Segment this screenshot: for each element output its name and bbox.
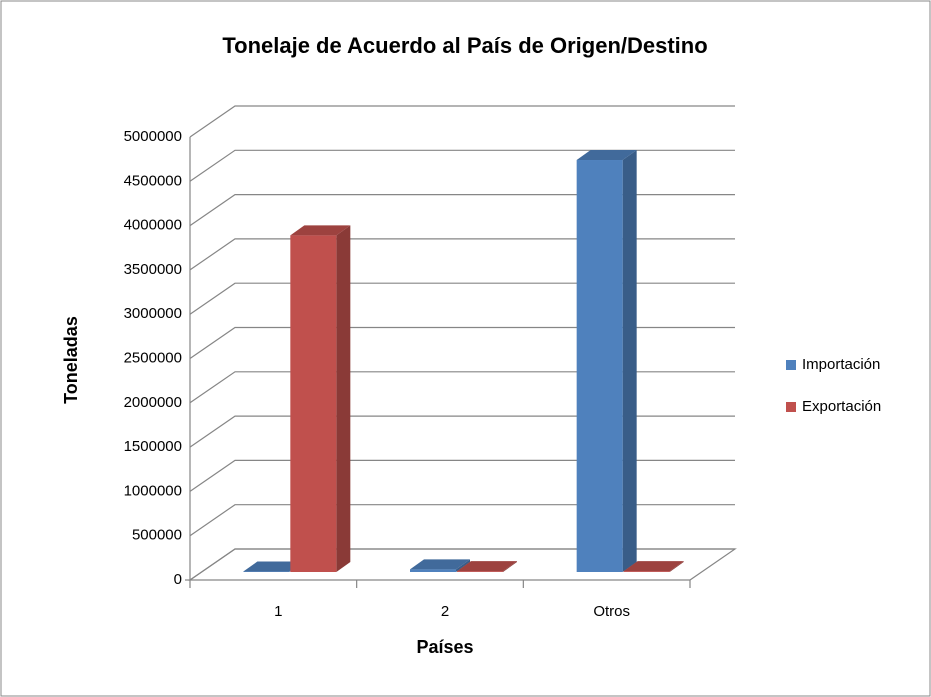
legend-swatch	[786, 402, 796, 412]
y-tick-label: 0	[174, 571, 182, 588]
legend-label: Importación	[802, 356, 880, 373]
grid-line	[189, 282, 735, 315]
grid-line	[189, 459, 735, 492]
grid-line	[189, 415, 735, 448]
bar-top	[243, 561, 304, 572]
grid-line	[189, 238, 735, 271]
grid-line	[189, 149, 735, 182]
y-tick-label: 5000000	[124, 128, 182, 145]
x-tick-label: 2	[441, 603, 449, 620]
bar	[457, 571, 503, 572]
bar-side	[456, 559, 470, 572]
grid-line	[189, 371, 735, 404]
y-tick-label: 500000	[132, 527, 182, 544]
legend-label: Exportación	[802, 398, 881, 415]
bar-top	[576, 150, 637, 161]
y-tick-label: 2500000	[124, 349, 182, 366]
bar	[290, 235, 337, 572]
grid-line	[189, 105, 735, 138]
bar-side	[503, 561, 517, 572]
grid-line	[189, 504, 735, 537]
x-axis-label: Países	[416, 637, 473, 657]
y-tick-label: 3500000	[124, 261, 182, 278]
bar-side	[669, 561, 684, 572]
y-tick-label: 4500000	[124, 172, 182, 189]
x-tick-label: Otros	[593, 603, 630, 620]
bar	[623, 571, 670, 572]
chart-title: Tonelaje de Acuerdo al País de Origen/De…	[222, 33, 707, 58]
grid-line	[189, 194, 735, 227]
grid-line	[189, 548, 735, 581]
y-tick-label: 1000000	[124, 482, 182, 499]
bar-side	[336, 225, 351, 572]
y-tick-label: 1500000	[124, 438, 182, 455]
bar-top	[457, 561, 517, 572]
bar	[410, 569, 456, 572]
legend-swatch	[786, 360, 796, 370]
y-tick-label: 2000000	[124, 394, 182, 411]
bar-top	[410, 559, 470, 570]
bar-side	[622, 150, 637, 572]
bar	[576, 160, 623, 572]
bar-top	[623, 561, 684, 572]
y-axis-label: Toneladas	[61, 316, 81, 404]
x-tick-label: 1	[274, 603, 282, 620]
y-tick-label: 4000000	[124, 217, 182, 234]
bar-top	[290, 225, 351, 236]
y-tick-label: 3000000	[124, 305, 182, 322]
grid-line	[189, 326, 735, 359]
